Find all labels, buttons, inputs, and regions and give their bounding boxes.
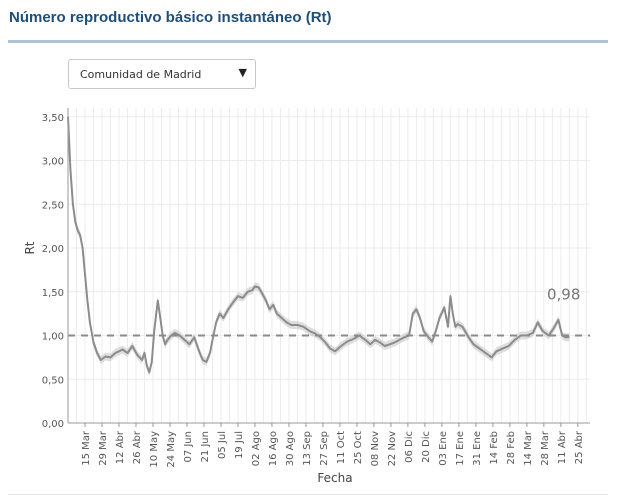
x-tick-label: 28 Feb bbox=[506, 431, 517, 465]
y-tick-label: 1,50 bbox=[42, 288, 64, 299]
region-select[interactable]: Comunidad de Madrid ▼ bbox=[68, 59, 256, 89]
region-select-value: Comunidad de Madrid bbox=[80, 68, 202, 81]
x-tick-label: 22 Nov bbox=[387, 431, 398, 467]
x-tick-label: 15 Mar bbox=[81, 430, 92, 466]
x-tick-label: 11 Abr bbox=[557, 430, 568, 464]
x-tick-label: 08 Nov bbox=[370, 431, 381, 467]
page-title: Número reproductivo básico instantáneo (… bbox=[9, 9, 332, 26]
x-tick-label: 10 May bbox=[149, 431, 160, 468]
footer-divider bbox=[8, 494, 608, 495]
y-tick-label: 1,00 bbox=[42, 332, 64, 343]
x-tick-label: 11 Oct bbox=[336, 431, 347, 464]
x-tick-label: 06 Dic bbox=[404, 431, 415, 463]
last-value-label: 0,98 bbox=[547, 285, 580, 303]
y-tick-label: 0,50 bbox=[42, 375, 64, 386]
x-tick-label: 25 Abr bbox=[574, 430, 585, 464]
series-line-layer bbox=[67, 116, 570, 374]
y-tick-label: 2,00 bbox=[42, 244, 64, 255]
triangle-down-icon: ▼ bbox=[238, 66, 247, 79]
x-tick-label: 07 Jun bbox=[183, 431, 194, 463]
x-tick-label: 02 Ago bbox=[251, 431, 262, 466]
x-tick-label: 21 Jun bbox=[200, 431, 211, 463]
x-tick-label: 03 Ene bbox=[438, 431, 449, 466]
x-tick-label: 17 Ene bbox=[455, 431, 466, 466]
x-tick-label: 29 Mar bbox=[98, 430, 109, 466]
chart-grid bbox=[67, 108, 590, 424]
x-tick-label: 28 Mar bbox=[540, 430, 551, 466]
x-tick-label: 14 Feb bbox=[489, 431, 500, 465]
y-tick-label: 3,00 bbox=[42, 157, 64, 168]
x-tick-label: 20 Dic bbox=[421, 431, 432, 463]
title-divider bbox=[8, 40, 608, 43]
x-axis-title: Fecha bbox=[317, 471, 352, 485]
axes-layer: 0,00 0,50 1,00 1,50 2,00 2,50 3,00 3,50 15 Mar 29… bbox=[42, 108, 590, 468]
x-tick-label: 27 Sep bbox=[319, 431, 330, 466]
x-tick-label: 25 Oct bbox=[353, 431, 364, 464]
x-tick-label: 14 Mar bbox=[523, 430, 534, 466]
y-axis-title: Rt bbox=[23, 241, 37, 254]
y-tick-label: 0,00 bbox=[42, 419, 64, 430]
x-tick-label: 16 Ago bbox=[268, 431, 279, 466]
y-tick-label: 2,50 bbox=[42, 200, 64, 211]
x-tick-label: 26 Abr bbox=[132, 430, 143, 464]
x-tick-label: 05 Jul bbox=[217, 431, 228, 459]
y-tick-label: 3,50 bbox=[42, 113, 64, 124]
x-tick-label: 12 Abr bbox=[115, 430, 126, 464]
x-tick-label: 24 May bbox=[166, 431, 177, 468]
x-tick-label: 31 Ene bbox=[472, 431, 483, 466]
x-tick-label: 30 Ago bbox=[285, 431, 296, 466]
x-tick-label: 19 Jul bbox=[234, 431, 245, 459]
rt-series-line bbox=[67, 116, 570, 374]
x-tick-label: 13 Sep bbox=[302, 431, 313, 466]
